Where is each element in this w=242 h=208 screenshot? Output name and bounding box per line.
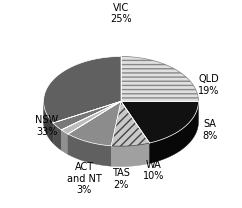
Polygon shape <box>111 101 150 146</box>
Polygon shape <box>53 123 61 150</box>
Polygon shape <box>61 101 121 134</box>
Text: TAS
2%: TAS 2% <box>112 168 130 189</box>
Polygon shape <box>121 101 198 143</box>
Polygon shape <box>68 101 121 146</box>
Text: QLD
19%: QLD 19% <box>198 74 220 96</box>
Text: WA
10%: WA 10% <box>143 160 164 181</box>
Polygon shape <box>44 57 121 123</box>
Polygon shape <box>150 101 198 163</box>
Text: ACT
and NT
3%: ACT and NT 3% <box>67 162 102 195</box>
Text: SA
8%: SA 8% <box>203 119 218 141</box>
Polygon shape <box>68 134 111 166</box>
Text: NSW
33%: NSW 33% <box>35 115 59 137</box>
Polygon shape <box>44 102 53 143</box>
Text: VIC
25%: VIC 25% <box>110 3 132 25</box>
Polygon shape <box>61 130 68 154</box>
Polygon shape <box>121 57 198 101</box>
Polygon shape <box>53 101 121 130</box>
Polygon shape <box>111 143 150 167</box>
